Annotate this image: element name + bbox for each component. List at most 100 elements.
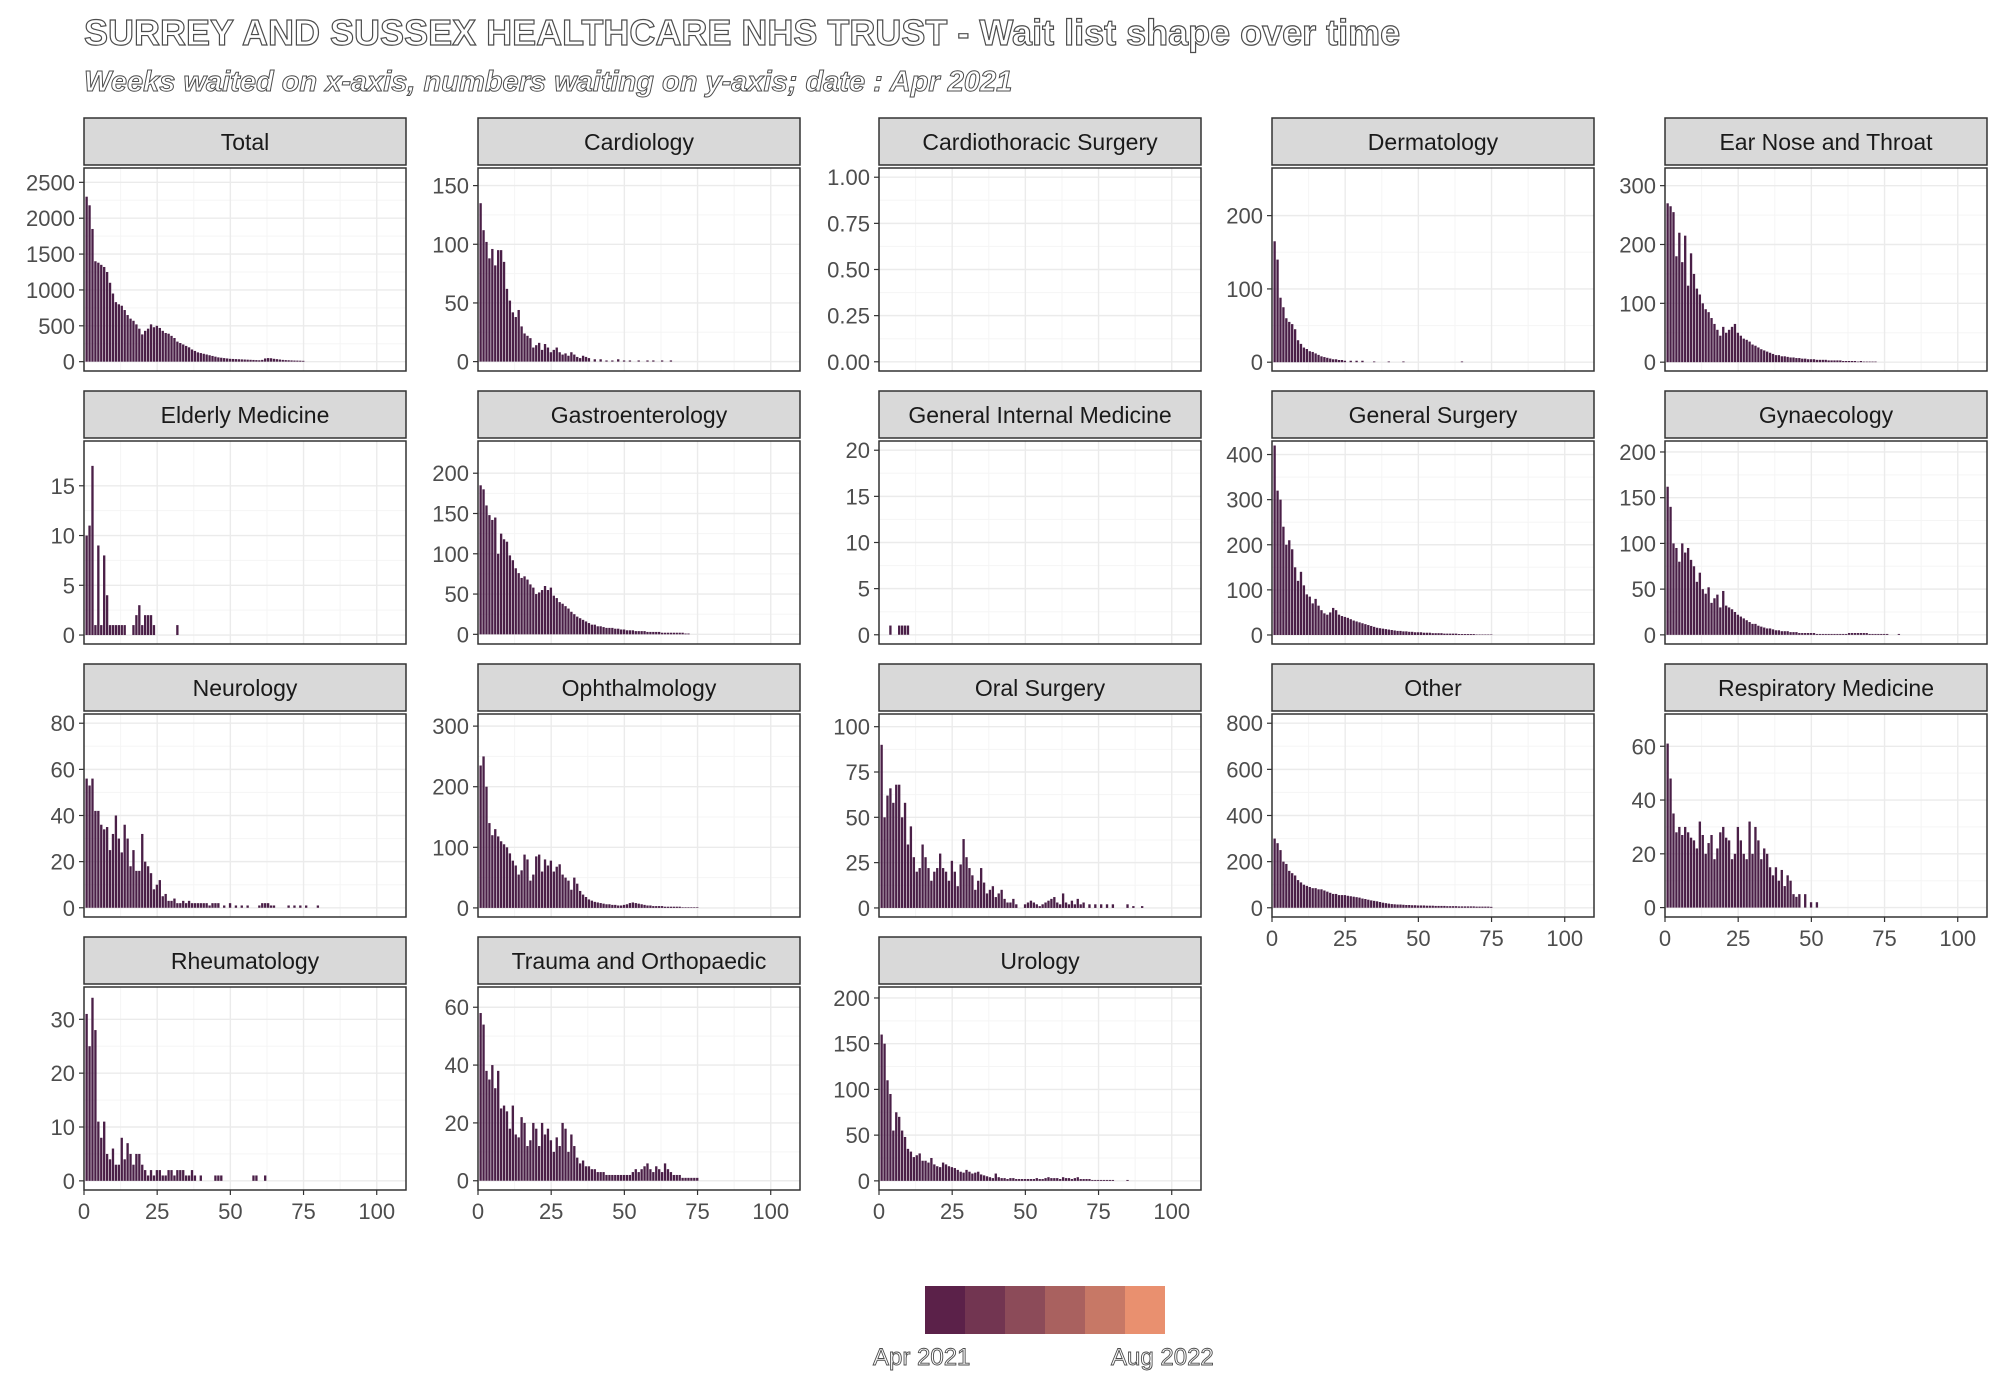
bar [1332,607,1335,635]
bar [1358,622,1361,635]
panel-background [1665,714,1987,917]
bar [535,594,538,635]
bar [933,871,936,908]
bar [1384,903,1388,908]
bar [508,853,512,908]
y-tick-label: 200 [1619,232,1656,257]
bar [979,868,983,908]
bar [1484,906,1487,908]
bar [564,877,567,908]
bar [681,632,684,635]
bar [895,1112,898,1181]
bar [97,1121,100,1181]
bar [1845,633,1848,635]
bar [1053,1178,1056,1181]
bar [1786,631,1789,635]
y-tick-label: 0.25 [827,304,870,329]
y-tick-label: 60 [51,757,75,782]
bar [105,272,109,362]
bar [1792,894,1795,908]
bar [196,352,200,362]
bar [123,824,126,908]
bar [173,898,176,908]
bar [1006,902,1009,908]
bar [1343,360,1347,363]
bar [1097,1179,1100,1181]
bar [208,355,211,362]
bar [266,358,270,362]
x-axis: 0 25 50 75 100 [78,1190,395,1224]
bar [1760,349,1763,363]
bar [567,608,570,635]
bar [646,631,649,635]
bar [146,615,150,636]
bar [584,621,588,635]
bar [126,315,129,362]
bar [234,359,238,362]
bar [1777,630,1781,635]
bar [520,326,523,362]
bar [316,905,320,908]
bar [258,905,261,908]
bar [1466,634,1469,635]
bar [511,860,514,908]
bar [611,627,614,635]
bar [622,904,626,908]
bar [1449,906,1452,908]
bar [628,630,632,635]
bar [892,802,895,908]
bar [696,907,699,908]
bar [1346,895,1349,908]
x-tick-label: 0 [1659,926,1671,951]
bar [1088,904,1091,908]
bar [167,900,170,908]
bar [1437,633,1440,635]
bar [543,1134,547,1181]
bar [889,788,892,908]
x-tick-label: 50 [1013,1199,1037,1224]
bar [176,625,179,636]
bar [482,1024,485,1181]
bar [1704,593,1707,635]
bar [892,1130,895,1181]
bar [1355,621,1358,635]
bar [1108,1179,1112,1181]
bar [1763,627,1766,635]
bar [1853,633,1857,635]
bar [103,829,106,908]
bar [690,1177,693,1181]
y-tick-label: 100 [1226,277,1263,302]
bar [1686,832,1690,908]
bar [514,568,517,635]
bar [129,866,132,908]
bar [1847,633,1851,635]
bar [1003,1178,1006,1181]
bar [666,632,670,635]
bar [103,1121,106,1181]
facet-strip [1664,117,1988,166]
bar [1719,832,1722,908]
bar [117,625,120,636]
bar [479,203,482,362]
y-tick-label: 0 [457,622,469,647]
facet-strip [477,117,801,166]
bar [217,903,220,908]
bar [278,359,281,362]
panel-border [1664,713,1988,918]
bar [1678,561,1681,635]
bar [687,907,690,908]
bar [1305,594,1308,635]
y-tick-label: 50 [445,291,469,316]
bar [678,1174,681,1181]
bar [678,906,681,908]
bar [158,1170,161,1181]
bar [1431,633,1434,635]
y-tick-label: 150 [432,502,469,527]
bar [1704,309,1707,363]
bar [173,1175,176,1181]
bar [1689,253,1693,363]
facet-panel: Gynaecology 0 50 100 150 200 [1619,390,1988,648]
bar [988,889,992,908]
bar [573,354,576,362]
bar [290,360,293,362]
